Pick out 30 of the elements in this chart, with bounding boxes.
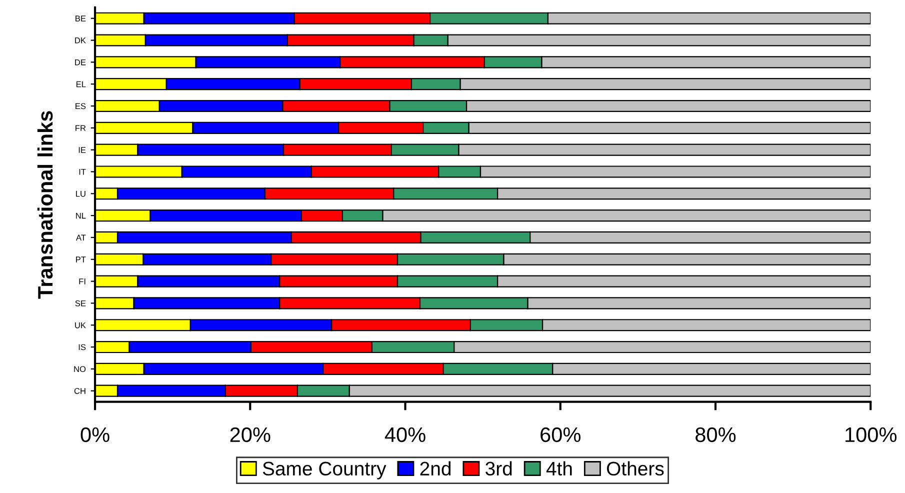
- y-tick-label: BE: [76, 16, 86, 22]
- legend-label: 4th: [546, 461, 572, 476]
- x-tick-label: 100%: [846, 427, 897, 442]
- x-tick-label: 60%: [540, 427, 580, 442]
- y-tick-label: SE: [75, 300, 86, 306]
- x-tick-label: 20%: [230, 427, 270, 442]
- y-tick-label: CH: [74, 388, 86, 394]
- y-tick-label: IS: [78, 344, 86, 350]
- x-tick-label: 0%: [80, 427, 110, 442]
- y-tick-label: FR: [76, 125, 86, 131]
- y-axis-title: Transnational links: [37, 111, 53, 299]
- legend-label: 2nd: [420, 461, 451, 476]
- y-tick-label: ES: [76, 103, 86, 110]
- x-tick-label: 80%: [696, 427, 736, 442]
- y-tick-label: NO: [74, 366, 86, 372]
- x-tick-label: 40%: [384, 427, 426, 442]
- y-tick-label: LU: [76, 190, 86, 197]
- y-tick-label: UK: [75, 322, 86, 328]
- y-tick-label: EL: [76, 81, 86, 88]
- y-tick-label: FI: [79, 278, 86, 284]
- y-tick-label: DE: [75, 59, 86, 66]
- y-tick-label: IE: [78, 147, 86, 153]
- y-tick-label: DK: [75, 38, 86, 44]
- y-tick-label: NL: [76, 212, 86, 219]
- y-tick-label: AT: [76, 234, 86, 240]
- y-tick-label: PT: [76, 256, 86, 262]
- legend-label: Others: [606, 461, 664, 476]
- legend-label: Same Country: [262, 462, 386, 480]
- y-tick-label: IT: [79, 169, 86, 175]
- legend-label: 3rd: [486, 461, 512, 476]
